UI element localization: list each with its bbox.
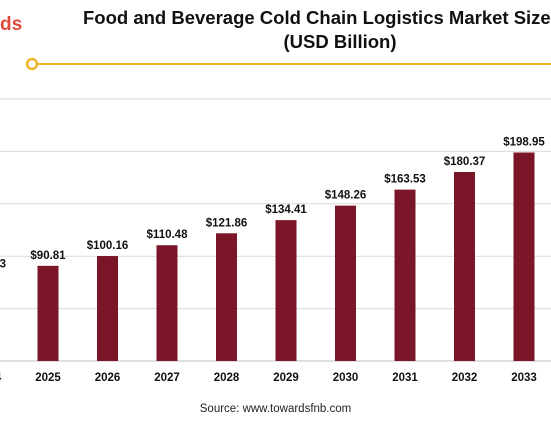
x-tick-label-2033: 2033 [511,372,537,384]
bar-2031 [394,189,416,361]
x-tick-label-2031: 2031 [392,372,418,384]
bar-2032 [454,171,475,361]
bar-2030 [335,205,356,361]
source-note: Source: www.towardsfnb.com [199,403,352,415]
bar-value-label-2028: $121.86 [206,217,248,229]
x-tick-label-2029: 2029 [273,372,299,384]
bar-value-label-2029: $134.41 [265,204,307,216]
bar-value-label-2025: $90.81 [30,250,66,262]
chart-title-line-2: (USD Billion) [283,31,397,52]
chart-title-line-1: Food and Beverage Cold Chain Logistics M… [82,7,551,28]
x-tick-label-2028: 2028 [214,372,240,384]
bar-2026 [97,256,118,361]
x-tick-label-2024: 2024 [0,372,2,384]
title-accent-dot [25,57,39,71]
chart-title: Food and Beverage Cold Chain Logistics M… [50,6,551,54]
bar-value-label-2031: $163.53 [384,174,426,186]
bar-value-label-2030: $148.26 [325,190,367,202]
x-tick-label-2025: 2025 [35,372,61,384]
bar-value-label-2026: $100.16 [87,240,129,252]
bar-2025 [37,265,59,361]
bar-2029 [275,220,297,361]
bar-2028 [216,233,237,361]
bar-value-label-2033: $198.95 [503,137,545,149]
x-tick-label-2030: 2030 [333,372,359,384]
bar-value-label-2024: $82.33 [0,259,6,271]
bar-2027 [156,245,178,361]
x-tick-label-2026: 2026 [95,372,121,384]
bar-2033 [513,152,535,361]
bar-value-label-2027: $110.48 [147,229,189,241]
brand-logo-fragment: ds [0,14,23,35]
bar-value-label-2032: $180.37 [444,156,486,168]
x-tick-label-2027: 2027 [154,372,180,384]
x-tick-label-2032: 2032 [452,372,478,384]
